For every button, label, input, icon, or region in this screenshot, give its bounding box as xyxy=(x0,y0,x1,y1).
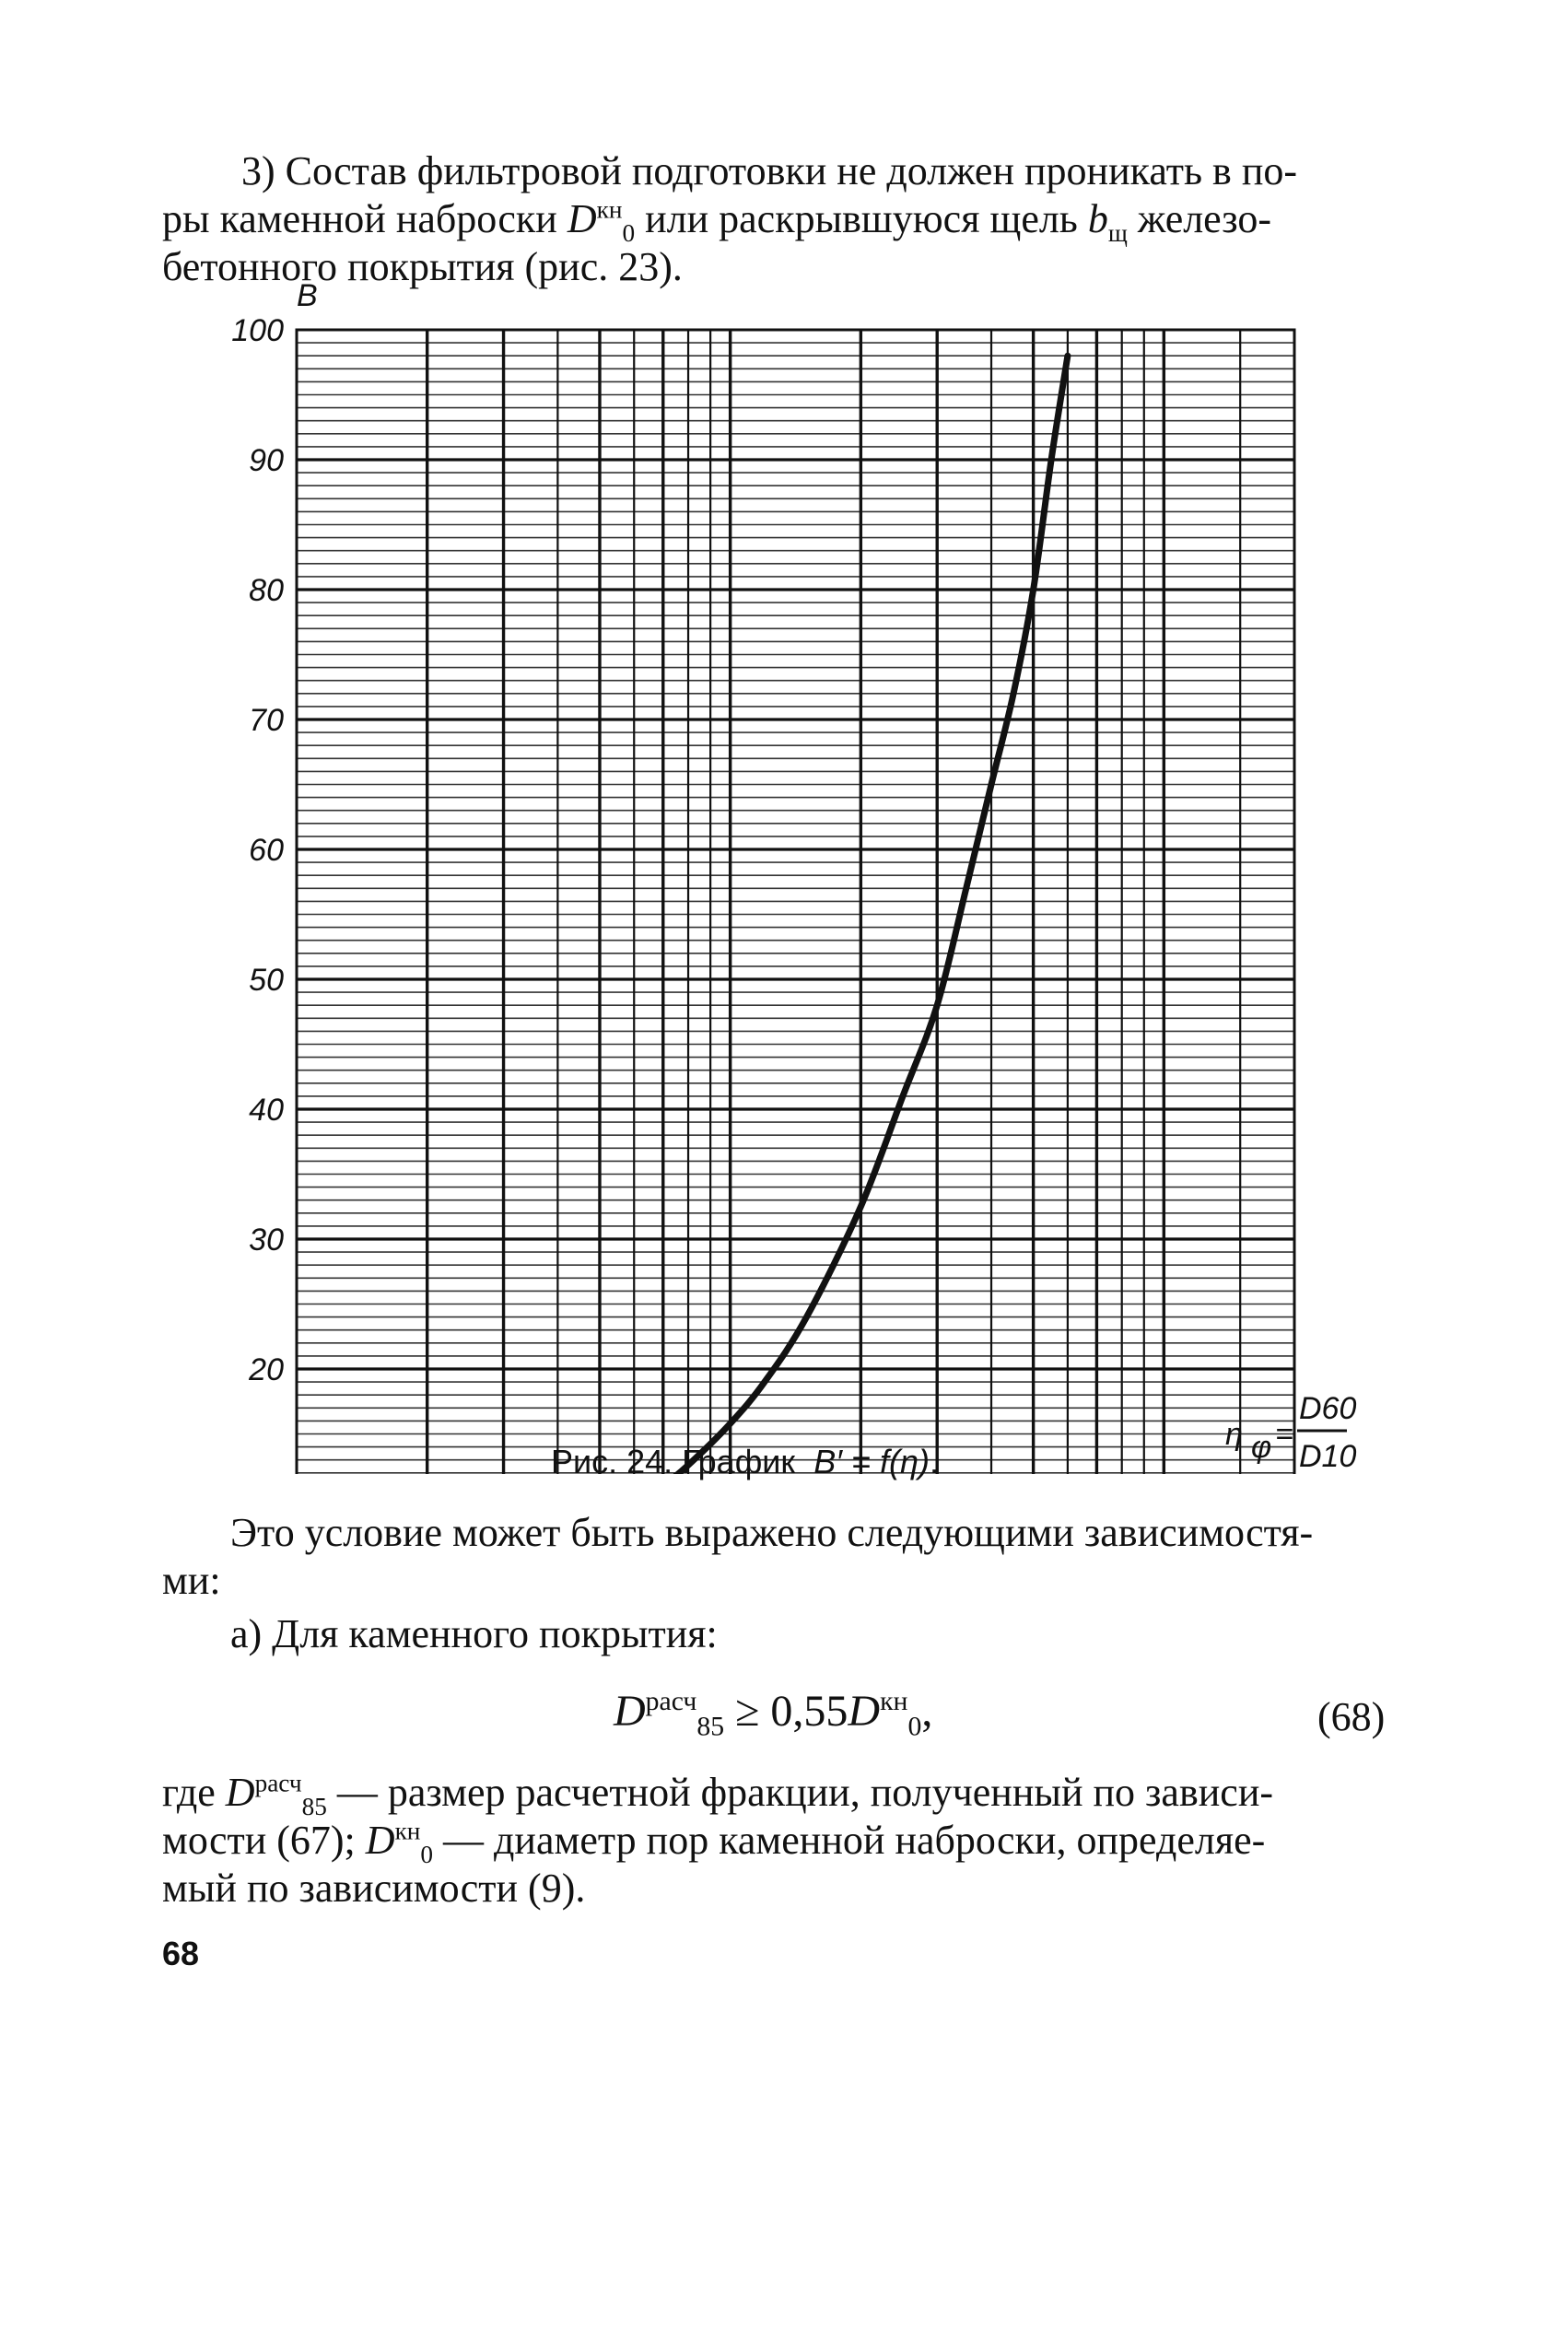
y-tick-label: 100 xyxy=(231,313,284,348)
x-label-den: D10 xyxy=(1299,1439,1356,1474)
defs-line-1: где Dрасч85 — размер расчетной фракции, … xyxy=(162,1769,1274,1820)
x-label-eta: η xyxy=(1225,1417,1243,1452)
y-tick-label: 80 xyxy=(249,573,284,608)
chart-y-axis-label: B xyxy=(297,278,318,313)
chart-minor-grid xyxy=(297,330,1294,1474)
intro-line-3: бетонного покрытия (рис. 23). xyxy=(162,244,683,289)
defs-line-3: мый по зависимости (9). xyxy=(162,1866,586,1911)
intro-line-1: 3) Состав фильтровой подготовки не долже… xyxy=(241,148,1298,193)
defs-line-2: мости (67); Dкн0 — диаметр пор каменной … xyxy=(162,1817,1266,1868)
chart-series-curve xyxy=(673,352,1071,1474)
x-label-eq: = xyxy=(1275,1417,1293,1452)
intro-line-2: ры каменной наброски Dкн0 или раскрывшую… xyxy=(162,195,1272,247)
y-tick-label: 90 xyxy=(249,443,284,478)
figure-caption: Рис. 24. График B′ = f(η). xyxy=(551,1443,939,1480)
chart-major-grid xyxy=(297,330,1294,1474)
para-line-1: Это условие может быть выражено следующи… xyxy=(230,1510,1314,1555)
chart-y-ticks: 102030405060708090100 xyxy=(231,313,284,1387)
para-line-3: а) Для каменного покрытия: xyxy=(230,1611,718,1656)
chart-b-eta: 102030405060708090100 123571015203050701… xyxy=(231,278,1356,1474)
y-tick-label: 30 xyxy=(249,1222,284,1258)
y-tick-label: 40 xyxy=(249,1093,284,1128)
y-tick-label: 50 xyxy=(249,963,284,998)
formula-68: Dрасч85 ≥ 0,55Dкн0, xyxy=(614,1686,933,1742)
chart-frame xyxy=(295,328,1296,1474)
equation-number: (68) xyxy=(1317,1694,1386,1739)
y-tick-label: 70 xyxy=(249,703,284,738)
x-label-num: D60 xyxy=(1299,1391,1356,1426)
chart-x-axis-label: η φ = D60 D10 xyxy=(1225,1391,1356,1474)
page-number: 68 xyxy=(162,1935,200,1972)
x-label-sub: φ xyxy=(1251,1430,1271,1465)
para-line-2: ми: xyxy=(162,1558,221,1603)
y-tick-label: 20 xyxy=(248,1352,284,1387)
y-tick-label: 60 xyxy=(249,833,284,868)
